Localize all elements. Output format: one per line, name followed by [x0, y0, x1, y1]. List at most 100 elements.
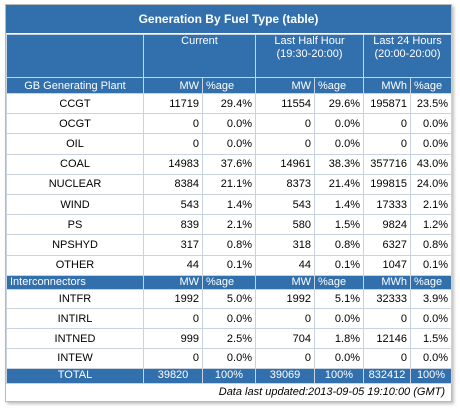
plant-name: OTHER: [6, 254, 144, 276]
current-mw: 14983: [143, 153, 203, 175]
current-pct: 29.4%: [202, 92, 256, 115]
current-pct: 0.0%: [202, 113, 256, 135]
total-half-hour-mw: 39069: [255, 367, 315, 384]
header-current-pct: %age: [202, 77, 256, 94]
half-hour-mw: 44: [255, 254, 315, 276]
table-row: OTHER 44 0.1% 44 0.1% 1047 0.1%: [6, 254, 453, 276]
day-mwh: 0: [363, 308, 411, 330]
day-mwh: 357716: [363, 153, 411, 175]
generation-table-panel: Generation By Fuel Type (table) Current …: [5, 4, 453, 402]
current-pct: 0.0%: [202, 133, 256, 155]
half-hour-pct: 0.0%: [314, 133, 364, 155]
table-row: PS 839 2.1% 580 1.5% 9824 1.2%: [6, 214, 453, 236]
plant-name: INTEW: [6, 348, 144, 369]
header-half-hour-mw: MW: [255, 77, 315, 94]
half-hour-pct: 1.4%: [314, 193, 364, 216]
half-hour-mw: 543: [255, 193, 315, 216]
header-half-hour-pct: %age: [314, 77, 364, 94]
header-row-units: GB Generating Plant MW %age MW %age MWh …: [6, 77, 453, 94]
half-hour-mw: 11554: [255, 92, 315, 115]
half-hour-pct: 38.3%: [314, 153, 364, 175]
half-hour-pct: 1.5%: [314, 214, 364, 236]
header-last-half-hour: Last Half Hour (19:30-20:00): [255, 34, 364, 78]
day-pct: 0.0%: [409, 308, 453, 330]
half-hour-mw: 8373: [255, 173, 315, 195]
half-hour-mw: 704: [255, 328, 315, 350]
half-hour-mw: 0: [255, 348, 315, 369]
day-pct: 3.9%: [409, 288, 453, 310]
plant-name: INTNED: [6, 328, 144, 350]
total-current-pct: 100%: [202, 367, 256, 384]
half-hour-pct: 0.1%: [314, 254, 364, 276]
header-day-line1: Last 24 Hours: [373, 35, 442, 48]
current-mw: 0: [143, 308, 203, 330]
plant-name: WIND: [6, 193, 144, 216]
current-mw: 317: [143, 234, 203, 256]
half-hour-pct: 0.0%: [314, 308, 364, 330]
current-pct: 1.4%: [202, 193, 256, 216]
table-row: NPSHYD 317 0.8% 318 0.8% 6327 0.8%: [6, 234, 453, 256]
half-hour-mw: 0: [255, 133, 315, 155]
current-pct: 0.0%: [202, 348, 256, 369]
header-half-hour-line2: (19:30-20:00): [276, 48, 343, 60]
current-pct: 21.1%: [202, 173, 256, 195]
day-pct: 0.0%: [409, 133, 453, 155]
current-mw: 44: [143, 254, 203, 276]
plant-name: NUCLEAR: [6, 173, 144, 195]
current-pct: 0.1%: [202, 254, 256, 276]
current-mw: 839: [143, 214, 203, 236]
header-blank: [6, 34, 144, 78]
interconnectors-half-hour-pct: %age: [314, 274, 364, 290]
header-current: Current: [143, 34, 256, 78]
current-pct: 0.0%: [202, 308, 256, 330]
half-hour-mw: 1992: [255, 288, 315, 310]
half-hour-pct: 21.4%: [314, 173, 364, 195]
plant-name: INTIRL: [6, 308, 144, 330]
table-row: OIL 0 0.0% 0 0.0% 0 0.0%: [6, 133, 453, 155]
half-hour-pct: 29.6%: [314, 92, 364, 115]
total-day-mwh: 832412: [363, 367, 411, 384]
interconnectors-label: Interconnectors: [6, 274, 144, 290]
interconnectors-current-mw: MW: [143, 274, 203, 290]
day-mwh: 9824: [363, 214, 411, 236]
table-row: CCGT 11719 29.4% 11554 29.6% 195871 23.5%: [6, 92, 453, 115]
current-mw: 0: [143, 348, 203, 369]
header-current-label: Current: [181, 35, 218, 48]
interconnector-rows: INTFR 1992 5.0% 1992 5.1% 32333 3.9% INTIRL 0 0.0…: [6, 288, 453, 369]
total-half-hour-pct: 100%: [314, 367, 364, 384]
current-pct: 0.8%: [202, 234, 256, 256]
header-last-24-hours: Last 24 Hours (20:00-20:00): [362, 34, 453, 78]
total-current-mw: 39820: [143, 367, 203, 384]
plant-name: PS: [6, 214, 144, 236]
day-mwh: 32333: [363, 288, 411, 310]
half-hour-mw: 0: [255, 113, 315, 135]
header-day-mwh: MWh: [363, 77, 411, 94]
day-pct: 0.0%: [409, 348, 453, 369]
interconnectors-current-pct: %age: [202, 274, 256, 290]
current-pct: 37.6%: [202, 153, 256, 175]
half-hour-pct: 0.0%: [314, 113, 364, 135]
half-hour-mw: 0: [255, 308, 315, 330]
fuel-rows: CCGT 11719 29.4% 11554 29.6% 195871 23.5% OCGT 0…: [6, 92, 453, 276]
header-day-pct: %age: [409, 77, 453, 94]
current-mw: 1992: [143, 288, 203, 310]
generation-table: Current Last Half Hour (19:30-20:00) Las…: [6, 34, 453, 384]
table-title: Generation By Fuel Type (table): [6, 5, 451, 34]
half-hour-mw: 580: [255, 214, 315, 236]
table-row: NUCLEAR 8384 21.1% 8373 21.4% 199815 24.0%: [6, 173, 453, 195]
table-row: INTIRL 0 0.0% 0 0.0% 0 0.0%: [6, 308, 453, 330]
total-row: TOTAL 39820 100% 39069 100% 832412 100%: [6, 367, 453, 384]
day-mwh: 199815: [363, 173, 411, 195]
half-hour-pct: 5.1%: [314, 288, 364, 310]
current-pct: 5.0%: [202, 288, 256, 310]
current-pct: 2.5%: [202, 328, 256, 350]
interconnectors-half-hour-mw: MW: [255, 274, 315, 290]
header-current-mw: MW: [143, 77, 203, 94]
plant-name: CCGT: [6, 92, 144, 115]
table-row: INTEW 0 0.0% 0 0.0% 0 0.0%: [6, 348, 453, 369]
day-mwh: 0: [363, 348, 411, 369]
day-mwh: 1047: [363, 254, 411, 276]
plant-name: NPSHYD: [6, 234, 144, 256]
plant-name: OCGT: [6, 113, 144, 135]
current-mw: 543: [143, 193, 203, 216]
